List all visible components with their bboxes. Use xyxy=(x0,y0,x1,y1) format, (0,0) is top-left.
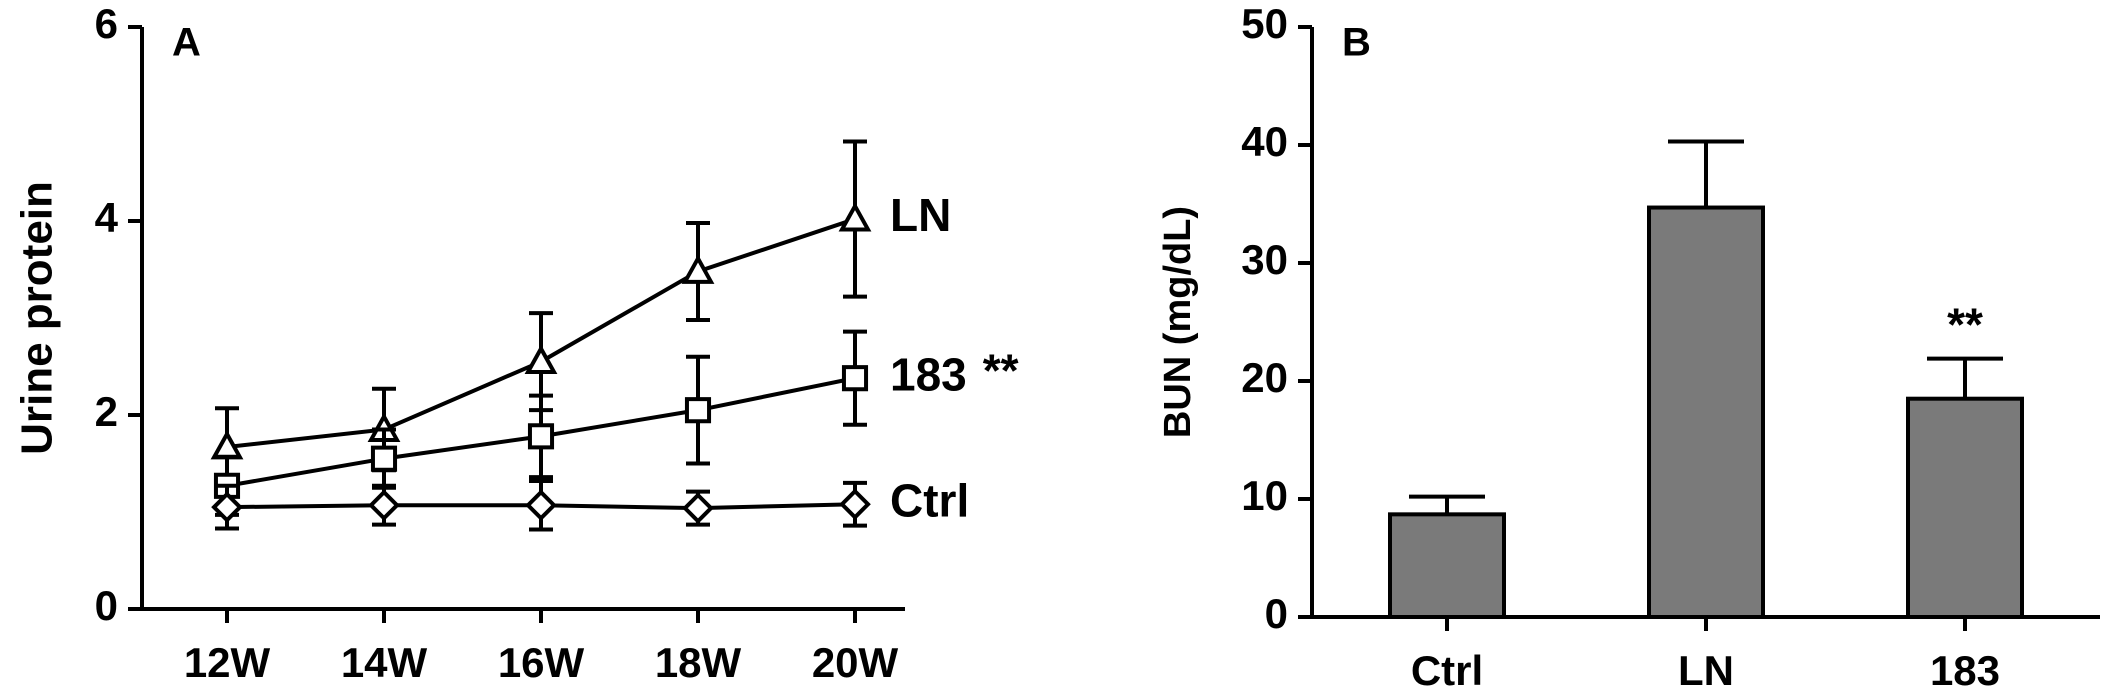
y-tick-label: 20 xyxy=(1241,354,1288,401)
x-tick-label: 16W xyxy=(498,639,585,686)
marker xyxy=(838,201,872,232)
y-tick-label: 10 xyxy=(1241,472,1288,519)
y-axis-label: BUN (mg/dL) xyxy=(1157,206,1199,438)
y-tick-label: 50 xyxy=(1241,0,1288,47)
y-axis-label: Urine protein xyxy=(13,181,62,455)
series-label: Ctrl xyxy=(890,474,969,526)
y-tick-label: 40 xyxy=(1241,118,1288,165)
error-bar xyxy=(1668,139,1744,208)
y-tick-label: 0 xyxy=(1265,590,1288,637)
panel-label: B xyxy=(1342,21,1371,65)
x-tick-label: 12W xyxy=(184,639,271,686)
marker xyxy=(684,397,712,424)
significance-note: ** xyxy=(983,344,1019,396)
y-tick-label: 6 xyxy=(95,0,118,47)
marker xyxy=(527,423,555,450)
marker xyxy=(524,344,558,375)
marker xyxy=(368,489,400,522)
marker xyxy=(682,492,714,524)
marker xyxy=(681,254,715,284)
bar xyxy=(1647,205,1765,619)
bar xyxy=(1388,512,1506,620)
panel-label: A xyxy=(172,21,201,65)
series-label: 183 xyxy=(890,348,967,400)
x-tick-label: 20W xyxy=(812,639,899,686)
error-bar xyxy=(1927,356,2003,399)
marker xyxy=(839,488,871,521)
significance-note: ** xyxy=(1947,299,1983,351)
bar xyxy=(1906,396,2024,620)
y-tick-label: 4 xyxy=(95,194,119,241)
x-tick-label: 183 xyxy=(1930,647,2000,694)
x-tick-label: 18W xyxy=(655,639,742,686)
y-tick-label: 0 xyxy=(95,582,118,629)
series-label: LN xyxy=(890,189,951,241)
x-tick-label: 14W xyxy=(341,639,428,686)
y-tick-label: 2 xyxy=(95,388,118,435)
marker xyxy=(525,489,557,522)
error-bar xyxy=(1409,494,1485,515)
x-tick-label: Ctrl xyxy=(1411,647,1483,694)
marker xyxy=(841,365,869,392)
marker xyxy=(370,445,398,472)
marker xyxy=(211,491,243,523)
x-tick-label: LN xyxy=(1678,647,1734,694)
y-tick-label: 30 xyxy=(1241,236,1288,283)
